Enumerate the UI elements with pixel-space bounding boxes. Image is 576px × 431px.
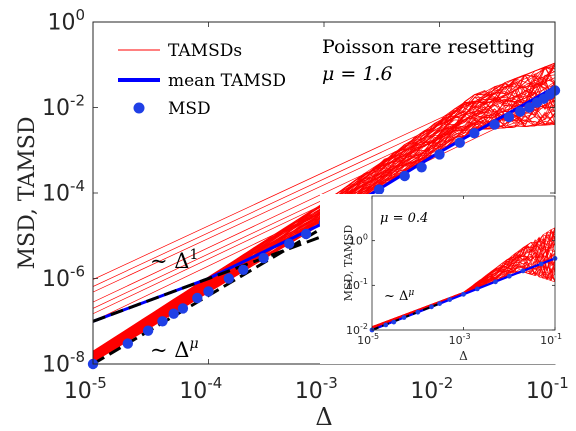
- inset-title: μ = 0.4: [380, 211, 428, 226]
- msd-point: [142, 325, 154, 336]
- msd-point: [437, 301, 442, 306]
- slope-annotation-mu: ~ Δμ: [150, 336, 199, 362]
- msd-point: [506, 273, 512, 279]
- x-tick-label: 10-2: [410, 374, 453, 404]
- legend-swatch-msd: [133, 102, 145, 114]
- x-tick-label: 10-5: [64, 374, 107, 404]
- msd-point: [401, 315, 407, 320]
- inset-data-layer: [369, 227, 558, 333]
- msd-point: [524, 102, 535, 113]
- x-tick-label: 10-1: [526, 374, 569, 404]
- slope-annotation-1: ~ Δ1: [150, 247, 198, 273]
- msd-point: [223, 273, 234, 284]
- inset-axis-ticks: 10-5 10-3 10-1 10-2 10-1 100 Δ MSD, TAMSD: [342, 196, 562, 363]
- msd-point: [461, 291, 466, 297]
- tamsd-outlier-trajectory: [93, 71, 555, 287]
- x-tick-label: 10-5: [357, 332, 379, 347]
- msd-point: [284, 238, 295, 249]
- msd-point: [192, 292, 203, 304]
- msd-point: [300, 228, 312, 240]
- y-tick-label: 10-2: [42, 91, 85, 121]
- x-tick-label: 10-1: [540, 332, 562, 347]
- legend-label: TAMSDs: [168, 41, 242, 61]
- y-tick-label: 100: [349, 233, 368, 248]
- x-tick-label: 10-4: [179, 374, 222, 404]
- msd-point: [520, 268, 526, 274]
- msd-point: [538, 261, 544, 267]
- msd-point: [391, 319, 397, 325]
- msd-point: [373, 184, 385, 195]
- y-tick-label: 10-1: [346, 277, 368, 292]
- msd-point: [469, 128, 480, 139]
- msd-point: [238, 264, 249, 275]
- main-annotations: Poisson rare resetting μ = 1.6 ~ Δ1 ~ Δμ: [150, 36, 535, 362]
- msd-point: [489, 119, 500, 130]
- y-tick-label: 10-2: [346, 322, 368, 337]
- msd-point: [383, 322, 389, 328]
- msd-point: [258, 252, 269, 264]
- x-axis-label: Δ: [315, 403, 332, 431]
- legend: TAMSDs mean TAMSD MSD: [118, 41, 286, 119]
- msd-point: [399, 170, 410, 182]
- legend-label: mean TAMSD: [168, 71, 286, 91]
- msd-point: [474, 286, 480, 292]
- x-axis-label: Δ: [459, 349, 468, 363]
- inset-annotations: μ = 0.4 ~ Δμ: [380, 211, 428, 304]
- msd-point: [203, 286, 214, 297]
- msd-point: [168, 308, 179, 319]
- msd-point: [415, 309, 421, 315]
- msd-point: [177, 303, 189, 314]
- tamsd-outlier-trajectory: [93, 64, 555, 280]
- y-tick-label: 10-8: [42, 348, 85, 378]
- msd-point: [429, 304, 434, 310]
- legend-label: MSD: [168, 99, 211, 119]
- x-tick-label: 10-3: [295, 374, 338, 404]
- msd-point: [447, 297, 453, 302]
- msd-point: [157, 316, 168, 327]
- x-tick-label: 10-3: [449, 332, 471, 347]
- inset-chart: 10-5 10-3 10-1 10-2 10-1 100 Δ MSD, TAMSD μ = 0…: [320, 194, 562, 364]
- chart-title-line1: Poisson rare resetting: [322, 36, 535, 58]
- msd-point: [515, 106, 526, 117]
- msd-point: [416, 162, 427, 173]
- y-axis-label: MSD, TAMSD: [342, 225, 355, 302]
- y-tick-label: 100: [47, 6, 85, 36]
- y-axis-label: MSD, TAMSD: [15, 116, 40, 269]
- y-tick-label: 10-6: [42, 262, 85, 292]
- msd-point: [454, 137, 465, 148]
- chart-title-line2: μ = 1.6: [322, 63, 393, 85]
- msd-point: [434, 149, 445, 160]
- y-tick-label: 10-4: [42, 177, 85, 207]
- msd-point: [493, 279, 498, 285]
- inset-slope-annotation: ~ Δμ: [384, 288, 414, 304]
- tamsd-outlier-trajectory: [93, 83, 555, 303]
- msd-point: [122, 338, 133, 349]
- tamsd-outlier-trajectory: [93, 77, 555, 293]
- msd-point: [503, 111, 515, 123]
